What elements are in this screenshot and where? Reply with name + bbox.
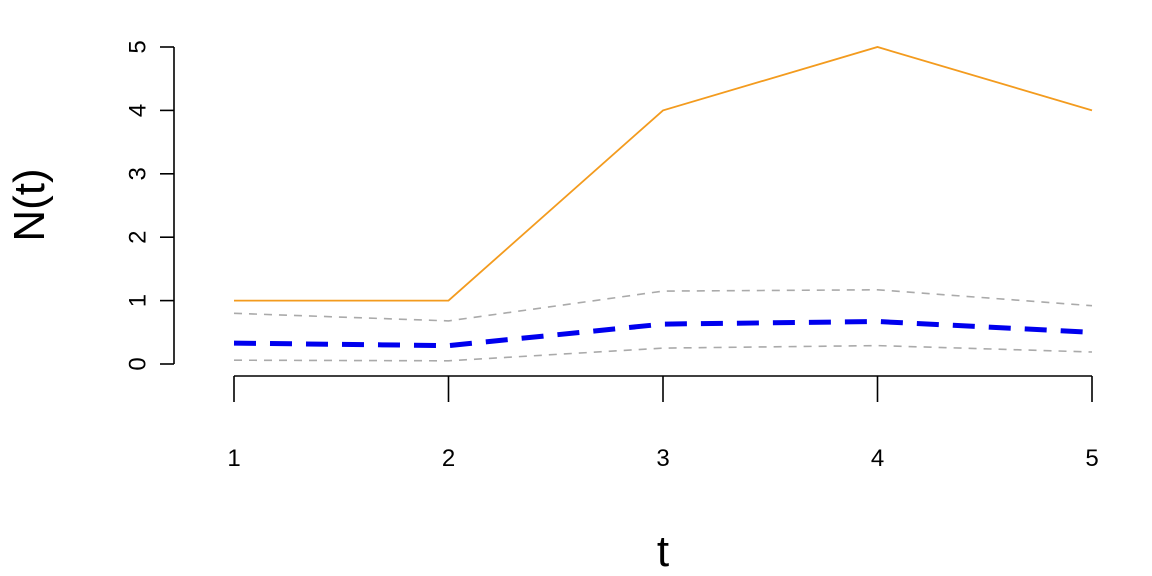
y-tick-label: 5 bbox=[124, 40, 151, 53]
x-tick-label: 3 bbox=[656, 445, 669, 472]
y-tick-label: 3 bbox=[124, 167, 151, 180]
series-line-1 bbox=[234, 46, 1093, 302]
y-tick-label: 2 bbox=[124, 231, 151, 244]
series-line-2 bbox=[233, 288, 1093, 322]
x-tick-label: 2 bbox=[442, 445, 455, 472]
y-tick-label: 4 bbox=[124, 104, 151, 117]
x-tick-label: 4 bbox=[871, 445, 884, 472]
series-layer bbox=[233, 46, 1093, 362]
series-line-4 bbox=[233, 344, 1093, 362]
x-axis-title: t bbox=[657, 527, 669, 576]
y-axis-title: N(t) bbox=[5, 168, 54, 241]
series-line-3 bbox=[233, 318, 1093, 349]
y-tick-label: 0 bbox=[124, 357, 151, 370]
y-tick-label: 1 bbox=[124, 294, 151, 307]
ticks-layer: 0 1 2 3 4 5 1 2 3 4 5 bbox=[124, 40, 1098, 472]
x-tick-label: 1 bbox=[227, 445, 240, 472]
x-tick-label: 5 bbox=[1085, 445, 1098, 472]
